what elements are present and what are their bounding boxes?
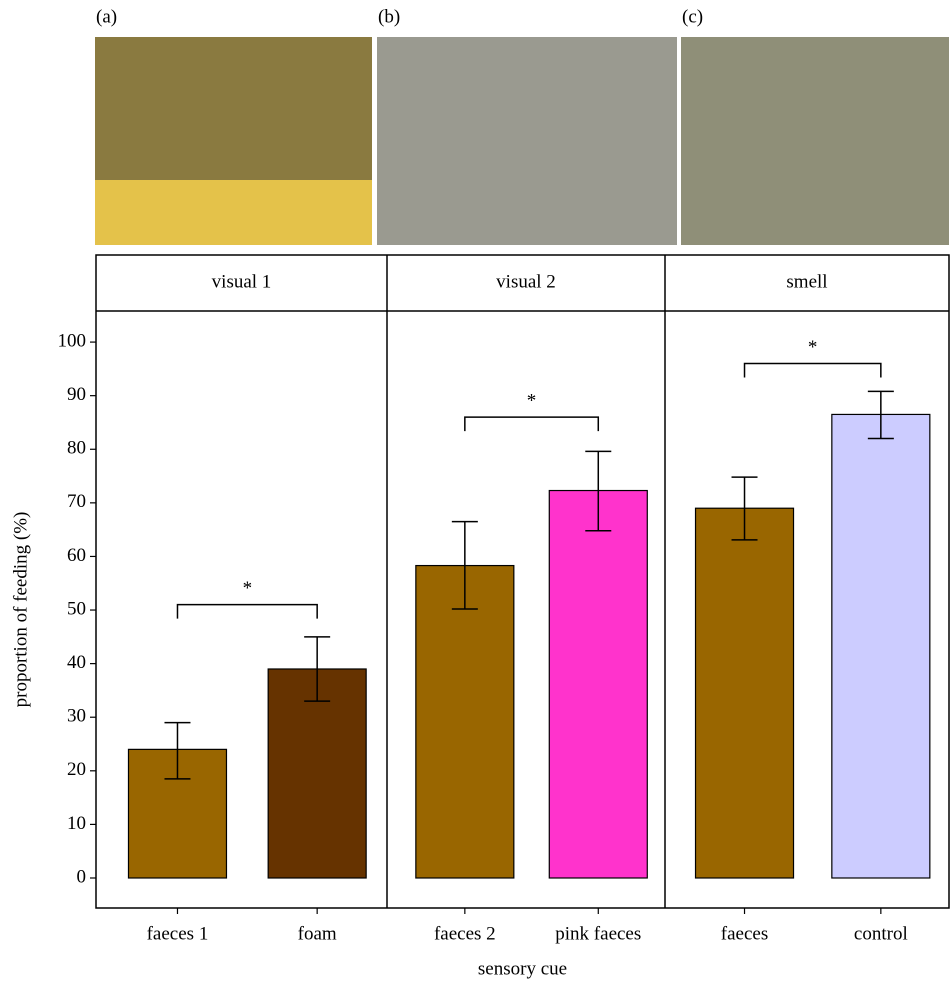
facet-label: visual 2	[496, 271, 556, 292]
x-tick-label: faeces 2	[434, 923, 496, 944]
y-axis-label: proportion of feeding (%)	[10, 512, 31, 708]
x-tick-label: control	[854, 923, 908, 944]
y-tick-label: 80	[67, 438, 86, 459]
error-bar	[585, 450, 612, 532]
panel-label: (a)	[96, 6, 117, 27]
plot-frame	[95, 254, 950, 909]
bar	[267, 668, 367, 879]
x-tick-label: faeces	[721, 923, 768, 944]
facet-label: smell	[786, 271, 827, 292]
y-tick-label: 60	[67, 545, 86, 566]
significance-bracket	[464, 416, 600, 432]
bar	[831, 413, 931, 879]
bar	[548, 489, 648, 879]
y-tick-label: 10	[67, 813, 86, 834]
error-bar	[451, 520, 478, 610]
y-tick-label: 20	[67, 759, 86, 780]
error-bar	[304, 636, 331, 702]
panel-label: (c)	[682, 6, 703, 27]
y-tick-label: 0	[77, 866, 87, 887]
error-bar	[867, 390, 894, 440]
error-bar	[164, 721, 191, 780]
significance-bracket	[176, 603, 318, 619]
y-tick-label: 100	[58, 330, 87, 351]
x-tick-label: pink faeces	[555, 923, 641, 944]
photo-a-floor	[95, 180, 372, 245]
y-tick-label: 40	[67, 652, 86, 673]
significance-label: *	[527, 390, 537, 411]
significance-label: *	[808, 337, 818, 358]
y-tick-label: 90	[67, 384, 86, 405]
photo-b	[377, 37, 677, 245]
bar	[694, 507, 795, 879]
y-tick-label: 70	[67, 491, 86, 512]
panel-label: (b)	[378, 6, 400, 27]
facet-label: visual 1	[212, 271, 272, 292]
bar	[415, 564, 515, 879]
x-axis-label: sensory cue	[478, 958, 567, 979]
y-tick-label: 30	[67, 706, 86, 727]
error-bar	[731, 476, 758, 541]
significance-bracket	[743, 362, 882, 378]
x-tick-label: faeces 1	[147, 923, 209, 944]
significance-label: *	[243, 578, 253, 599]
y-tick-label: 50	[67, 598, 86, 619]
x-tick-label: foam	[298, 923, 337, 944]
photo-c	[681, 37, 949, 245]
